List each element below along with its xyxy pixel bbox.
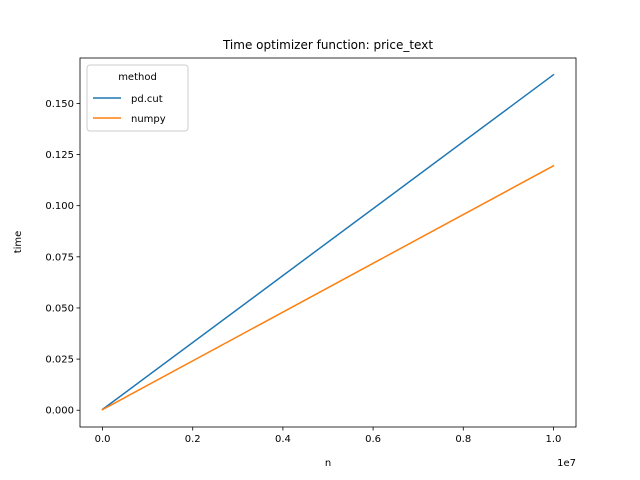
x-axis-label: n: [325, 458, 331, 469]
x-tick-label: 0.4: [275, 434, 291, 445]
y-tick-label: 0.075: [45, 252, 74, 263]
y-tick-label: 0.000: [45, 406, 74, 417]
x-tick-label: 0.6: [365, 434, 381, 445]
legend-entry-label: pd.cut: [131, 94, 163, 105]
axes: 0.0 0.2 0.4 0.6 0.8 1.0 0.000 0.025 0.050 0.075 0.…: [45, 57, 577, 445]
plot-area: [101, 73, 555, 411]
series-line-pd-cut: [101, 73, 555, 411]
x-axis-offset-label: 1e7: [557, 458, 576, 469]
chart-title: Time optimizer function: price_text: [222, 38, 433, 52]
y-tick-label: 0.025: [45, 355, 74, 366]
y-tick-label: 0.100: [45, 201, 74, 212]
x-tick-label: 1.0: [546, 434, 562, 445]
x-tick-label: 0.8: [455, 434, 471, 445]
y-tick-label: 0.150: [45, 99, 74, 110]
y-axis-label: time: [13, 231, 24, 254]
y-tick-label: 0.050: [45, 303, 74, 314]
legend-title: method: [118, 72, 157, 83]
x-tick-label: 0.0: [95, 434, 111, 445]
legend-box: [86, 64, 189, 132]
series-line-numpy: [101, 164, 555, 411]
legend-entry-label: numpy: [131, 114, 166, 125]
x-tick-label: 0.2: [185, 434, 201, 445]
y-tick-label: 0.125: [45, 150, 74, 161]
legend: method pd.cut numpy: [86, 64, 189, 132]
axes-frame: [79, 57, 577, 428]
